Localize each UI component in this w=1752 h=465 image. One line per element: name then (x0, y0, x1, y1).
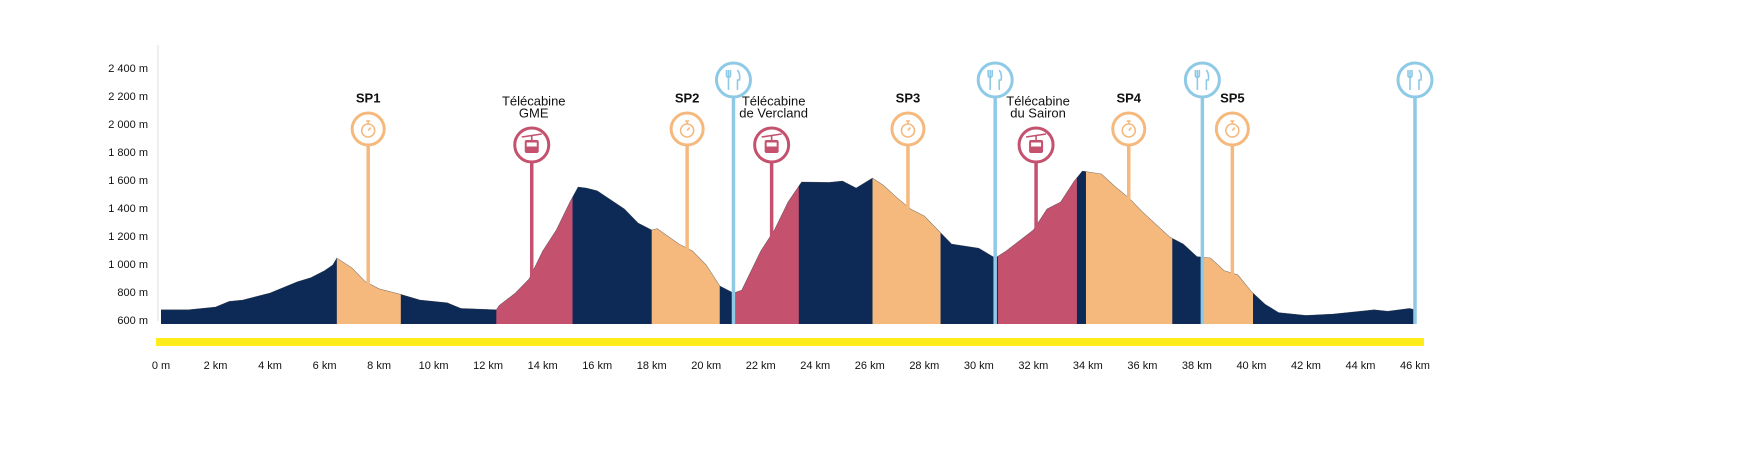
segment (1076, 171, 1086, 324)
marker-label: Télécabine (502, 93, 566, 108)
y-tick-label: 1 400 m (108, 203, 148, 215)
x-tick-label: 0 m (152, 360, 170, 372)
x-tick-label: 20 km (691, 360, 721, 372)
marker-icon (890, 111, 926, 147)
marker-icon (1396, 61, 1434, 99)
marker-label: SP5 (1220, 90, 1245, 105)
x-tick-label: 2 km (204, 360, 228, 372)
icon-circle (1214, 111, 1250, 147)
marker-label: Télécabine (742, 93, 806, 108)
marker-label: du Sairon (1010, 105, 1066, 120)
marker-icon (350, 111, 386, 147)
y-tick-label: 2 000 m (108, 119, 148, 131)
x-tick-label: 8 km (367, 360, 391, 372)
cable (521, 133, 542, 140)
marker-icon (1017, 126, 1055, 164)
fork-knife (1194, 69, 1210, 90)
marker-icon (976, 61, 1014, 99)
y-tick-label: 1 800 m (108, 147, 148, 159)
x-tick-label: 18 km (637, 360, 667, 372)
stopwatch-detail (905, 120, 912, 132)
y-tick-label: 2 400 m (108, 63, 148, 75)
marker-label: SP3 (896, 90, 921, 105)
stopwatch-detail (366, 120, 372, 132)
track-bar (156, 338, 1424, 346)
fork-knife (725, 69, 741, 90)
x-tick-label: 10 km (419, 360, 449, 372)
y-tick-label: 1 200 m (108, 231, 148, 243)
marker-label: SP1 (356, 90, 381, 105)
marker-label: de Vercland (739, 105, 808, 120)
marker-icon (1214, 111, 1250, 147)
cable (1025, 133, 1047, 140)
segment (400, 171, 497, 324)
x-tick-label: 22 km (746, 360, 776, 372)
x-tick-label: 30 km (964, 360, 994, 372)
x-tick-label: 14 km (528, 360, 558, 372)
icon-circle (1396, 61, 1434, 99)
x-tick-label: 46 km (1400, 360, 1430, 372)
stopwatch-detail (1126, 120, 1132, 132)
y-tick-label: 800 m (117, 287, 148, 299)
marker-label: Télécabine (1006, 93, 1070, 108)
segment (798, 171, 873, 324)
x-tick-label: 24 km (800, 360, 830, 372)
icon-circle (669, 111, 705, 147)
x-tick-label: 16 km (582, 360, 612, 372)
marker-icon (1111, 111, 1147, 147)
fork-knife (987, 69, 1003, 90)
segments (161, 171, 1415, 324)
marker-label: SP4 (1116, 90, 1141, 105)
marker-icon (513, 126, 551, 164)
segment (1253, 171, 1415, 324)
x-tick-label: 12 km (473, 360, 503, 372)
marker-icon (753, 126, 791, 164)
marker-icon (669, 111, 705, 147)
icon-circle (890, 111, 926, 147)
x-tick-label: 4 km (258, 360, 282, 372)
icon-circle (714, 61, 752, 99)
y-tick-label: 1 600 m (108, 175, 148, 187)
stopwatch-detail (1230, 120, 1236, 132)
x-tick-label: 44 km (1345, 360, 1375, 372)
y-tick-label: 2 200 m (108, 91, 148, 103)
x-tick-label: 38 km (1182, 360, 1212, 372)
segment (161, 171, 337, 324)
x-tick-label: 34 km (1073, 360, 1103, 372)
marker-icon (714, 61, 752, 99)
marker-label: GME (519, 105, 549, 120)
profile-outline (161, 170, 1416, 316)
segment (496, 171, 573, 324)
cabin-window (766, 142, 777, 147)
icon-circle (1111, 111, 1147, 147)
marker-icon (1183, 61, 1221, 99)
icon-circle (1183, 61, 1221, 99)
x-tick-label: 26 km (855, 360, 885, 372)
marker-label: SP2 (675, 90, 700, 105)
x-tick-label: 6 km (313, 360, 337, 372)
icon-circle (976, 61, 1014, 99)
stopwatch-detail (685, 120, 691, 132)
x-tick-label: 36 km (1127, 360, 1157, 372)
y-tick-label: 600 m (117, 315, 148, 327)
x-tick-label: 32 km (1018, 360, 1048, 372)
cabin-window (1031, 142, 1042, 147)
x-tick-label: 40 km (1236, 360, 1266, 372)
segment (572, 171, 652, 324)
x-tick-label: 42 km (1291, 360, 1321, 372)
cabin-window (526, 142, 537, 147)
x-tick-label: 28 km (909, 360, 939, 372)
cable (761, 133, 782, 140)
y-tick-label: 1 000 m (108, 259, 148, 271)
fork-knife (1407, 69, 1423, 90)
icon-circle (350, 111, 386, 147)
